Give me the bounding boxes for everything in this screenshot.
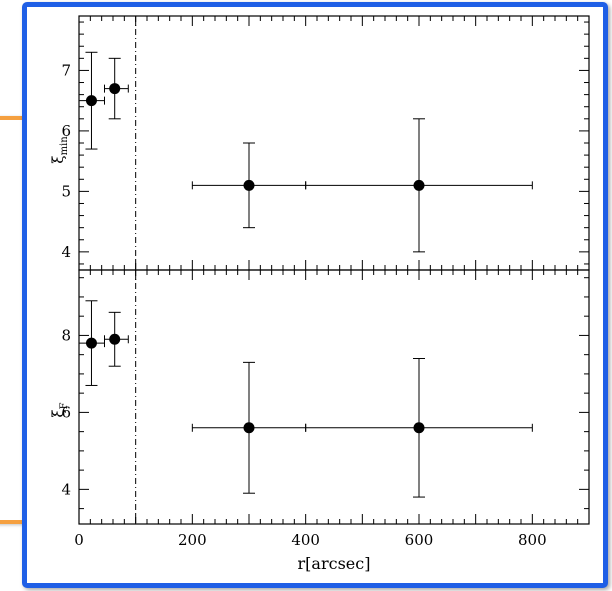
top-data-point xyxy=(413,179,425,191)
top-ytick-label: 5 xyxy=(61,182,71,200)
bottom-panel-frame xyxy=(78,269,590,525)
top-ytick-label: 4 xyxy=(61,243,71,261)
top-ytick-label: 7 xyxy=(61,61,71,79)
x-axis-label: r[arcsec] xyxy=(298,554,371,573)
bottom-data-point xyxy=(243,422,255,434)
x-tick-label: 600 xyxy=(405,531,434,549)
bottom-ytick-label: 8 xyxy=(61,326,71,344)
bottom-ylabel-main: ξ xyxy=(49,409,67,417)
x-tick-label: 400 xyxy=(291,531,320,549)
top-data-point xyxy=(85,95,97,107)
x-tick-label: 800 xyxy=(518,531,547,549)
x-tick-label: 0 xyxy=(74,531,84,549)
bottom-data-point xyxy=(413,422,425,434)
top-ylabel-main: ξ xyxy=(49,155,67,163)
bottom-ytick-label: 6 xyxy=(61,403,71,421)
bottom-ylabel-sub: F xyxy=(59,402,70,409)
bottom-ylabel: ξF xyxy=(49,402,70,417)
top-panel-frame xyxy=(78,15,590,271)
top-data-point xyxy=(243,179,255,191)
bottom-ytick-label: 4 xyxy=(61,480,71,498)
bottom-data-point xyxy=(109,333,121,345)
top-ylabel-sub: min xyxy=(59,136,70,156)
bottom-data-point xyxy=(85,337,97,349)
figure-window-frame xyxy=(22,2,608,588)
top-ylabel: ξmin xyxy=(49,136,70,164)
top-ytick-label: 6 xyxy=(61,122,71,140)
top-data-point xyxy=(109,83,121,95)
x-tick-label: 200 xyxy=(178,531,207,549)
